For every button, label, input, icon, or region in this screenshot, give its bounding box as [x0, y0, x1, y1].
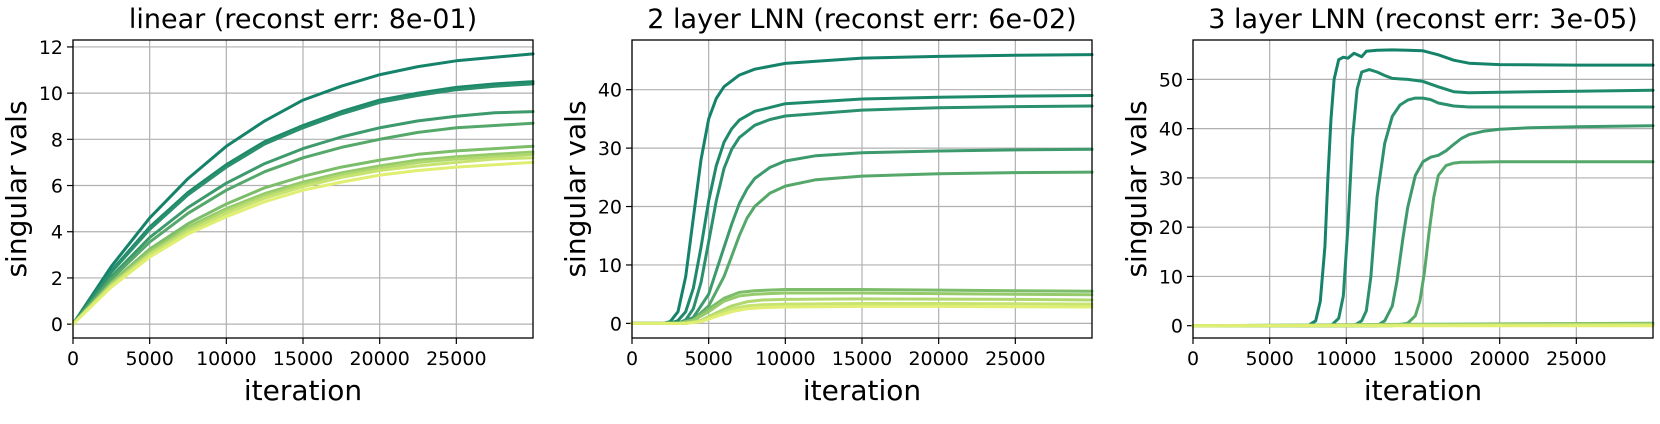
ticks: 0 5000 10000 15000 20000 25000 0 10 20 30 40 50: [1159, 69, 1607, 370]
panel-2-layer-lnn: 2 layer LNN (reconst err: 6e-02) iterati…: [559, 4, 1094, 407]
y-axis-label: singular vals: [1120, 100, 1153, 277]
y-axis-label: singular vals: [0, 100, 33, 277]
x-tick-label: 0: [1187, 348, 1199, 370]
y-tick-label: 10: [598, 255, 622, 277]
plot-area: [1191, 48, 1655, 328]
series-line-10: [71, 160, 535, 326]
series-line-3: [71, 82, 535, 326]
y-tick-label: 40: [1159, 119, 1183, 141]
panel-3-layer-lnn: 3 layer LNN (reconst err: 3e-05) iterati…: [1120, 4, 1655, 407]
x-tick-label: 0: [67, 348, 79, 370]
plot-area: [630, 53, 1094, 325]
series-line-1: [630, 53, 1094, 325]
x-tick-label: 20000: [349, 348, 409, 370]
x-tick-label: 10000: [755, 348, 815, 370]
x-axis-label: iteration: [803, 374, 921, 407]
series-line-4: [1191, 124, 1655, 328]
y-tick-label: 2: [51, 268, 63, 290]
x-tick-label: 5000: [125, 348, 173, 370]
x-tick-label: 20000: [1469, 348, 1529, 370]
x-tick-label: 5000: [684, 348, 732, 370]
series-line-7: [71, 150, 535, 326]
x-tick-label: 20000: [908, 348, 968, 370]
y-tick-label: 40: [598, 80, 622, 102]
x-tick-label: 5000: [1245, 348, 1293, 370]
y-tick-label: 50: [1159, 69, 1183, 91]
x-tick-label: 15000: [1393, 348, 1453, 370]
y-tick-label: 0: [610, 313, 622, 335]
series-line-4: [630, 147, 1094, 325]
y-tick-label: 30: [598, 138, 622, 160]
plot-area: [71, 52, 535, 326]
x-tick-label: 10000: [1316, 348, 1376, 370]
series-line-2: [71, 80, 535, 326]
grid: [1192, 40, 1653, 338]
series-line-3: [1191, 96, 1655, 328]
chart-title: 3 layer LNN (reconst err: 3e-05): [1208, 4, 1637, 35]
y-tick-label: 20: [598, 197, 622, 219]
x-axis-label: iteration: [1364, 374, 1482, 407]
x-tick-label: 25000: [426, 348, 486, 370]
y-tick-label: 6: [51, 176, 63, 198]
y-tick-label: 4: [51, 222, 63, 244]
series-line-2: [630, 94, 1094, 325]
y-axis-label: singular vals: [559, 100, 592, 277]
x-tick-label: 25000: [1546, 348, 1606, 370]
x-tick-label: 10000: [196, 348, 256, 370]
plot-frame: [72, 39, 534, 339]
series-line-2: [1191, 68, 1655, 328]
y-tick-label: 10: [1159, 266, 1183, 288]
chart-title: linear (reconst err: 8e-01): [129, 4, 477, 35]
series-line-6: [71, 144, 535, 326]
x-axis-label: iteration: [244, 374, 362, 407]
series-line-10: [630, 304, 1094, 325]
y-tick-label: 20: [1159, 217, 1183, 239]
x-tick-label: 0: [626, 348, 638, 370]
x-tick-label: 15000: [273, 348, 333, 370]
y-tick-label: 8: [51, 129, 63, 151]
ticks: 0 5000 10000 15000 20000 25000 0 10 20 30 40: [598, 80, 1046, 370]
x-tick-label: 15000: [832, 348, 892, 370]
ticks: 0 5000 10000 15000 20000 25000 0 2 4 6 8 10 12: [39, 37, 487, 370]
y-tick-label: 30: [1159, 168, 1183, 190]
y-tick-label: 0: [1171, 316, 1183, 338]
series-line-4: [71, 110, 535, 326]
series-line-1: [1191, 48, 1655, 328]
x-tick-label: 25000: [985, 348, 1045, 370]
series-line-1: [71, 52, 535, 326]
series-line-9: [71, 156, 535, 326]
plot-frame: [631, 39, 1093, 339]
y-tick-label: 10: [39, 83, 63, 105]
series-line-3: [630, 104, 1094, 325]
chart-title: 2 layer LNN (reconst err: 6e-02): [647, 4, 1076, 35]
series-line-5: [1191, 160, 1655, 328]
panel-linear: linear (reconst err: 8e-01) iteration si…: [0, 4, 535, 407]
series-line-5: [71, 121, 535, 326]
plot-frame: [1192, 39, 1654, 339]
y-tick-label: 0: [51, 314, 63, 336]
y-tick-label: 12: [39, 37, 63, 59]
